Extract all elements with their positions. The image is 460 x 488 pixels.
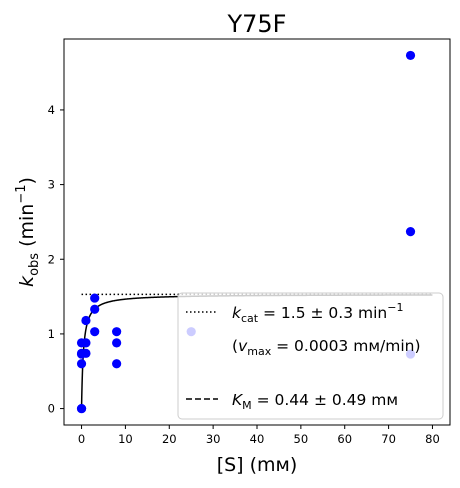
axis-ticks: 0 10 20 30 40 50 60 70 80 0 1 2 3 4 — [48, 103, 440, 446]
y-tick-label: 0 — [48, 402, 55, 416]
data-point — [81, 348, 91, 358]
x-tick-label: 30 — [206, 432, 221, 446]
data-point — [76, 359, 87, 369]
y-axis-label: kobs (min−1) — [14, 177, 42, 287]
x-tick-label: 80 — [425, 432, 440, 446]
legend-box — [177, 292, 444, 420]
legend-entry-text: KM = 0.44 ± 0.49 mм — [232, 391, 398, 412]
x-tick-label: 50 — [294, 432, 309, 446]
data-point — [405, 227, 416, 237]
data-point — [112, 359, 122, 369]
data-point — [112, 327, 122, 337]
y-tick-label: 3 — [48, 178, 55, 192]
data-point — [76, 403, 87, 414]
x-tick-label: 10 — [118, 432, 133, 446]
data-point — [90, 327, 100, 337]
y-tick-label: 4 — [48, 103, 55, 117]
data-point — [112, 338, 122, 348]
legend-entry-text: (vmax = 0.0003 mм/min) — [232, 337, 421, 358]
data-point — [405, 50, 416, 61]
y-tick-label: 2 — [48, 252, 55, 266]
x-tick-label: 0 — [78, 432, 85, 446]
data-point — [81, 338, 91, 348]
data-point — [90, 293, 100, 303]
x-tick-label: 70 — [381, 432, 396, 446]
x-tick-label: 40 — [250, 432, 265, 446]
x-tick-label: 20 — [162, 432, 177, 446]
legend: kcat = 1.5 ± 0.3 min−1 (vmax = 0.0003 mм/… — [177, 292, 444, 420]
y-tick-label: 1 — [48, 327, 55, 341]
x-tick-label: 60 — [337, 432, 352, 446]
x-axis-label: [S] (mм) — [217, 454, 298, 476]
data-point — [90, 304, 100, 314]
chart-title: Y75F — [226, 10, 286, 38]
legend-entry-text: kcat = 1.5 ± 0.3 min−1 — [232, 301, 403, 325]
data-point — [81, 315, 91, 326]
